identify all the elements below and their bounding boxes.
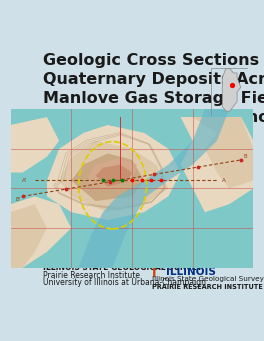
Point — [130, 178, 134, 183]
Point — [120, 178, 124, 183]
Text: Illinois State Geological Survey: Illinois State Geological Survey — [152, 276, 263, 282]
Text: Special Report 6   2018: Special Report 6 2018 — [43, 253, 153, 262]
Text: Prairie Research Institute: Prairie Research Institute — [43, 271, 140, 280]
Text: B': B' — [15, 197, 21, 202]
Point — [239, 157, 243, 163]
Text: A': A' — [22, 178, 27, 183]
Text: ILLINOIS STATE GEOLOGICAL SURVEY: ILLINOIS STATE GEOLOGICAL SURVEY — [43, 263, 202, 272]
Text: University of Illinois at Urbana-Champaign: University of Illinois at Urbana-Champai… — [43, 278, 206, 287]
Polygon shape — [71, 153, 144, 201]
Point — [64, 186, 69, 192]
Polygon shape — [222, 68, 241, 111]
Point — [149, 178, 154, 183]
Point — [195, 164, 200, 170]
Point — [21, 194, 25, 199]
Text: B: B — [244, 154, 247, 159]
Text: Andrew J. Stumpf: Andrew J. Stumpf — [43, 116, 128, 126]
Point — [152, 172, 156, 177]
Polygon shape — [11, 196, 71, 268]
Polygon shape — [193, 117, 253, 188]
Text: ILLINOIS: ILLINOIS — [166, 267, 216, 277]
Polygon shape — [11, 204, 47, 268]
Point — [110, 178, 115, 183]
Text: I: I — [152, 267, 156, 280]
Polygon shape — [88, 158, 137, 188]
Point — [229, 82, 234, 88]
Polygon shape — [47, 125, 181, 220]
Text: PRAIRIE RESEARCH INSTITUTE: PRAIRIE RESEARCH INSTITUTE — [152, 284, 262, 290]
Text: A: A — [222, 178, 226, 183]
Point — [101, 178, 105, 183]
Polygon shape — [181, 117, 253, 212]
Polygon shape — [79, 109, 229, 268]
Polygon shape — [11, 109, 253, 268]
Polygon shape — [59, 141, 168, 212]
Point — [159, 178, 163, 183]
Polygon shape — [11, 117, 59, 173]
Point — [108, 179, 112, 184]
Point — [140, 178, 144, 183]
Polygon shape — [96, 165, 132, 187]
Text: Geologic Cross Sections of
Quaternary Deposits Across the
Manlove Gas Storage Fi: Geologic Cross Sections of Quaternary De… — [43, 53, 264, 125]
